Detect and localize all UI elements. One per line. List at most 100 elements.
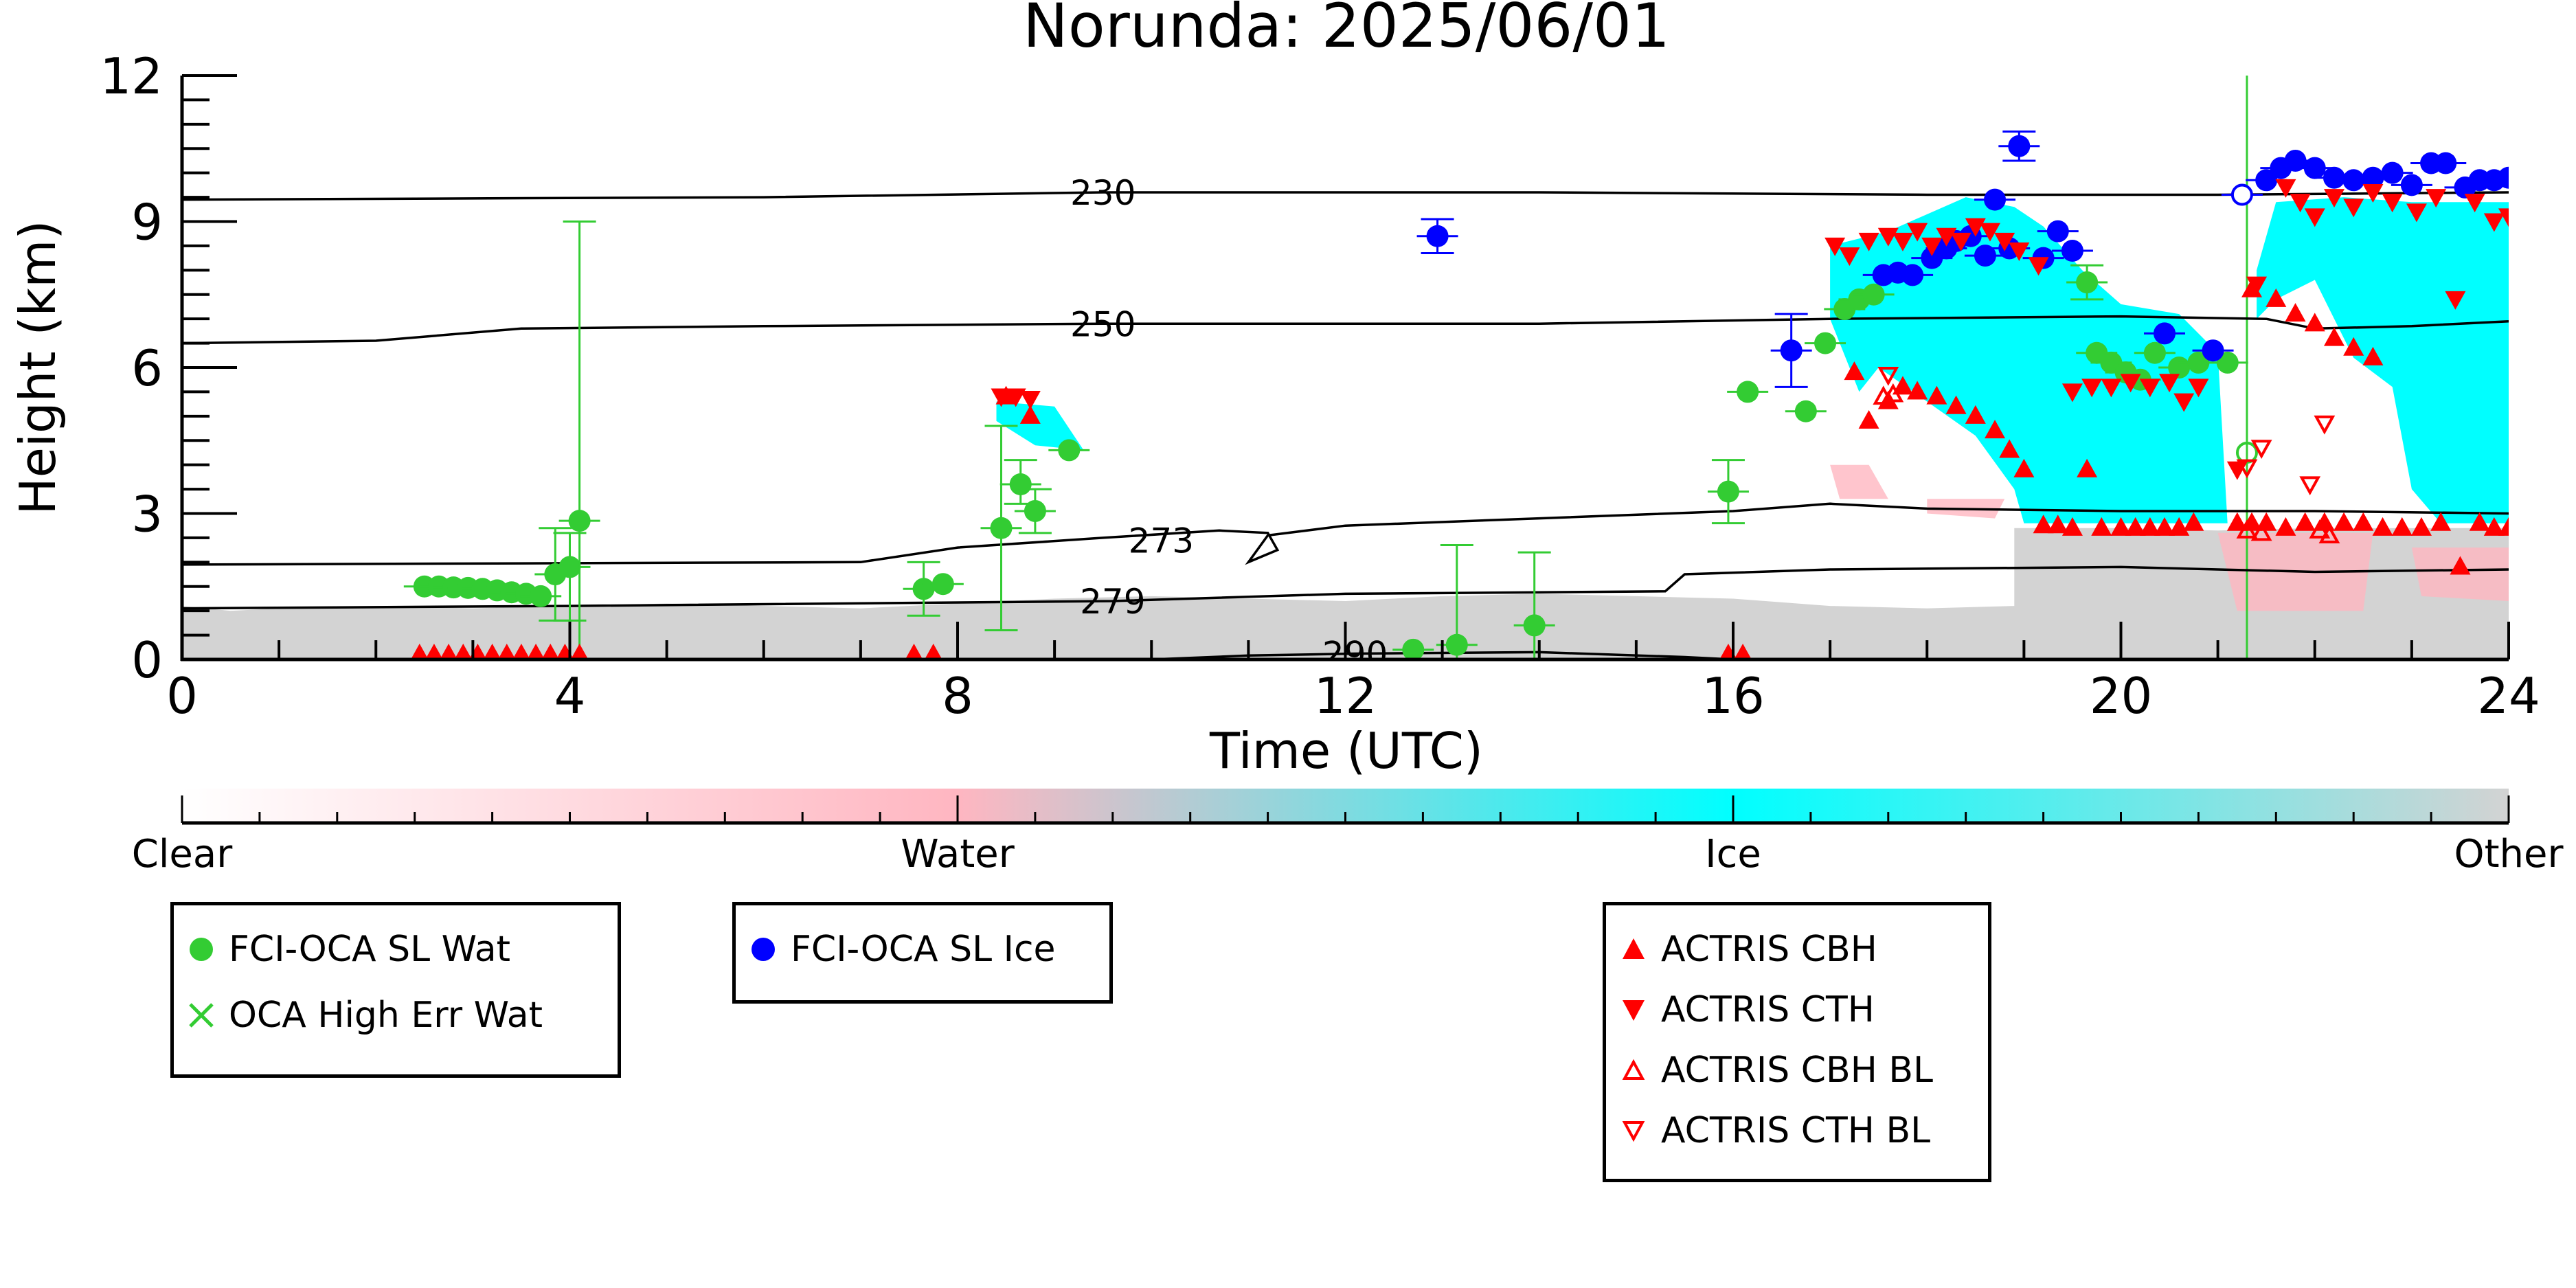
classification-ice-region [996, 401, 1084, 451]
ice-point [2381, 161, 2404, 184]
x-tick-label: 0 [166, 667, 198, 725]
actris-cbh-point [1734, 644, 1752, 659]
water-point [1862, 283, 1885, 306]
actris-cth-point [1979, 223, 2000, 242]
actris-cth-point [1877, 227, 1899, 247]
water-point [1445, 633, 1468, 656]
water-point [990, 517, 1013, 539]
actris-cth-point [2159, 374, 2180, 393]
y-tick-label: 6 [131, 339, 163, 397]
water-point [530, 585, 552, 607]
ice-point [2434, 152, 2457, 174]
actris-cbh-point [1985, 420, 2006, 439]
actris-cbh-point [2226, 512, 2248, 531]
ice-point [2061, 240, 2083, 262]
green-circle-icon [174, 929, 229, 970]
ice-point [2154, 322, 2176, 345]
actris-cbh-point [2353, 512, 2374, 531]
actris-cbh-point [2169, 517, 2190, 536]
legend-item-actris-cbh-bl: ACTRIS CBH BL [1606, 1050, 1933, 1091]
temperature-contour [1151, 651, 1734, 659]
actris-cth-point [2445, 291, 2466, 310]
legend-item-oca-high-err-wat: OCA High Err Wat [174, 995, 543, 1036]
legend-label: FCI-OCA SL Wat [229, 929, 510, 970]
actris-cth-point [2323, 189, 2345, 208]
actris-cbh-point [483, 644, 501, 659]
contour-label: 290 [1322, 635, 1388, 675]
colorbar-label: Ice [1705, 832, 1761, 877]
classification-other-region [182, 528, 2509, 659]
water-point [1717, 480, 1739, 503]
contour-label: 230 [1070, 173, 1136, 213]
actris-cbh-point [2498, 517, 2509, 536]
actris-cbh-point [2323, 327, 2345, 346]
contour-label: 273 [1129, 521, 1194, 561]
classification-ice-region [1830, 197, 2228, 523]
legend-item-fci-oca-sl-wat: FCI-OCA SL Wat [174, 929, 510, 970]
colorbar: Clear Water Ice Other [132, 789, 2564, 877]
water-point [1024, 499, 1046, 522]
actris-cbh-point [924, 644, 942, 659]
actris-cbh-bl-point [2309, 519, 2331, 539]
actris-cbh-point [2304, 313, 2325, 332]
actris-cth-point [991, 388, 1012, 407]
red-open-triangle-down-icon [1606, 1110, 1661, 1151]
water-point [2216, 351, 2239, 374]
legend-water: FCI-OCA SL Wat OCA High Err Wat [170, 902, 621, 1078]
actris-cth-point [1907, 223, 1928, 242]
ice-point [2008, 135, 2031, 157]
actris-cbh-point [440, 644, 457, 659]
ice-point [2202, 339, 2224, 362]
actris-cth-point [1921, 237, 1943, 256]
x-tick-label: 24 [2477, 667, 2540, 725]
actris-cbh-point [497, 644, 516, 659]
ice-point [1974, 245, 1996, 267]
x-tick-label: 12 [1314, 667, 1377, 725]
actris-cbh-point [1858, 410, 1879, 429]
ice-point [2046, 220, 2069, 242]
actris-cth-bl-point [2236, 459, 2258, 479]
actris-cth-point [2246, 276, 2268, 295]
actris-cbh-point [2483, 517, 2505, 536]
actris-cbh-point [1965, 405, 1986, 424]
x-tick-label: 8 [942, 667, 973, 725]
actris-cbh-point [454, 644, 473, 659]
classification-ice-region [2257, 197, 2509, 523]
red-triangle-up-icon [1606, 929, 1661, 970]
actris-cth-point [1839, 247, 1860, 267]
actris-cth-point [2483, 213, 2505, 232]
actris-cth-bl-point [2314, 415, 2336, 435]
colorbar-label: Other [2454, 832, 2564, 877]
actris-cbh-point [2334, 512, 2355, 531]
actris-cbh-point [512, 644, 530, 659]
actris-cbh-point [2033, 515, 2054, 534]
actris-cth-point [1936, 227, 1957, 247]
x-axis-label: Time (UTC) [1209, 722, 1483, 780]
actris-cth-point [2304, 208, 2325, 227]
actris-cth-point [2009, 242, 2030, 261]
actris-cth-point [2061, 383, 2083, 403]
actris-cbh-point [1907, 381, 1928, 400]
legend-label: ACTRIS CTH [1661, 989, 1875, 1030]
actris-cth-point [2101, 379, 2122, 398]
actris-cbh-point [1019, 405, 1041, 424]
actris-cbh-point [2285, 303, 2306, 322]
actris-cth-point [2081, 379, 2103, 398]
water-point [2076, 271, 2099, 294]
legend-label: ACTRIS CTH BL [1661, 1110, 1931, 1151]
actris-cth-point [2464, 194, 2485, 213]
actris-cth-point [1965, 218, 1986, 237]
actris-cbh-point [2091, 517, 2112, 536]
water-point [1402, 638, 1425, 659]
legend-actris: ACTRIS CBH ACTRIS CTH ACTRIS CBH BL ACTR… [1603, 902, 1991, 1182]
actris-cth-point [1950, 232, 1971, 251]
actris-cth-point [2290, 194, 2311, 213]
actris-cbh-point [2469, 512, 2490, 531]
y-tick-label: 9 [131, 194, 163, 251]
ice-point [1984, 188, 2007, 211]
actris-cbh-point [2241, 512, 2263, 531]
actris-cbh-point [2183, 512, 2204, 531]
ice-point [2342, 169, 2365, 192]
actris-cth-point [2382, 194, 2403, 213]
classification-water-region [1830, 464, 1888, 499]
